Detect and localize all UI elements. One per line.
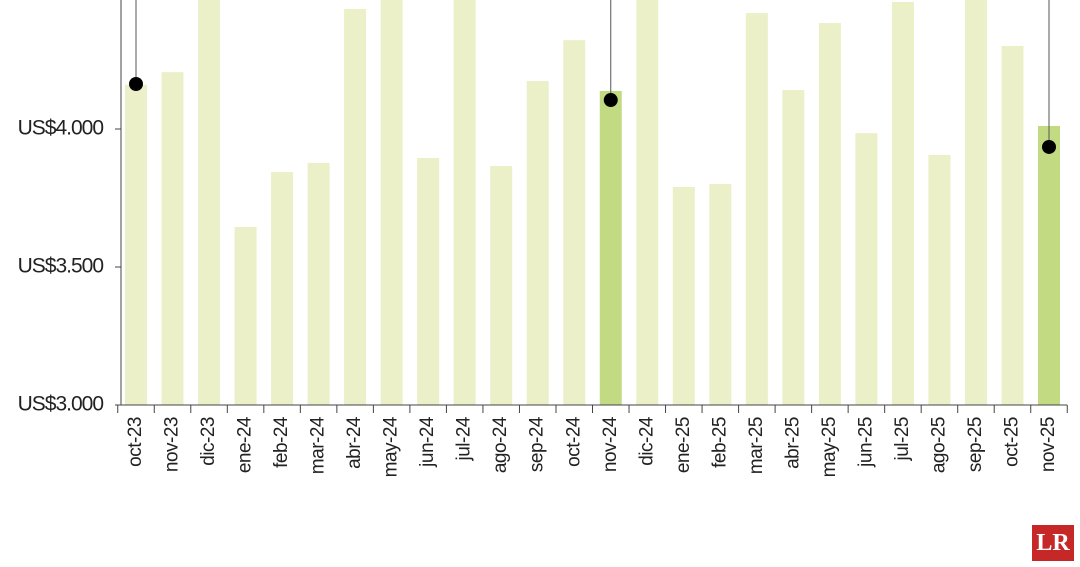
bar — [782, 90, 805, 406]
x-tick-label: ago-24 — [490, 416, 511, 473]
y-tick-label: US$4.500 — [18, 0, 104, 2]
x-tick-label: oct-23 — [125, 417, 146, 467]
x-tick-label: may-24 — [381, 416, 402, 477]
x-tick-label: jul-25 — [892, 417, 913, 461]
x-tick-label: ago-25 — [928, 417, 949, 473]
x-tick-label: oct-25 — [1001, 417, 1022, 467]
y-tick-label: US$3.500 — [18, 255, 104, 278]
y-tick-label: US$4.000 — [18, 117, 104, 140]
y-tick-label: US$3.000 — [18, 393, 104, 416]
x-tick-label: dic-23 — [198, 417, 219, 466]
bar — [526, 80, 549, 405]
bar — [380, 0, 403, 405]
x-tick-label: ene-24 — [235, 416, 256, 473]
bar — [453, 0, 476, 406]
bar — [636, 0, 659, 405]
bar — [271, 172, 294, 405]
x-tick-label: sep-25 — [965, 417, 986, 472]
bar — [1001, 45, 1024, 405]
x-tick-label: jul-24 — [454, 416, 475, 461]
bar — [891, 2, 914, 405]
x-tick-label: dic-24 — [636, 416, 657, 466]
bar — [307, 162, 330, 405]
bar — [672, 186, 695, 405]
bar — [490, 165, 513, 405]
x-tick-label: mar-25 — [746, 417, 767, 474]
x-tick-label: feb-25 — [709, 417, 730, 468]
bar — [964, 0, 987, 405]
x-tick-label: nov-24 — [600, 416, 621, 472]
x-tick-label: nov-23 — [162, 417, 183, 472]
bar — [234, 226, 257, 405]
bar — [125, 84, 147, 405]
bar — [417, 157, 440, 405]
bar — [709, 183, 732, 405]
marker — [1042, 139, 1056, 154]
x-tick-label: may-25 — [819, 417, 840, 477]
x-tick-label: mar-24 — [308, 416, 329, 474]
marker — [603, 93, 618, 108]
bar — [198, 0, 221, 405]
bar — [745, 13, 768, 406]
bar — [1038, 125, 1060, 406]
x-tick-label: abr-25 — [782, 417, 803, 469]
x-tick-label: jun-24 — [417, 416, 438, 468]
marker — [129, 77, 143, 92]
x-tick-label: oct-24 — [563, 416, 584, 467]
logo: LR — [1032, 525, 1074, 561]
x-tick-label: abr-24 — [344, 416, 365, 469]
x-tick-label: feb-24 — [271, 416, 292, 468]
bar — [818, 23, 841, 406]
bar — [855, 133, 878, 405]
bar — [344, 8, 367, 405]
x-tick-label: sep-24 — [527, 416, 548, 472]
x-tick-label: ene-25 — [673, 417, 694, 473]
x-tick-label: nov-25 — [1038, 417, 1059, 472]
bar — [563, 40, 586, 406]
bar — [599, 90, 622, 406]
bar — [928, 154, 951, 405]
x-tick-label: jun-25 — [855, 417, 876, 468]
bar — [161, 72, 184, 406]
